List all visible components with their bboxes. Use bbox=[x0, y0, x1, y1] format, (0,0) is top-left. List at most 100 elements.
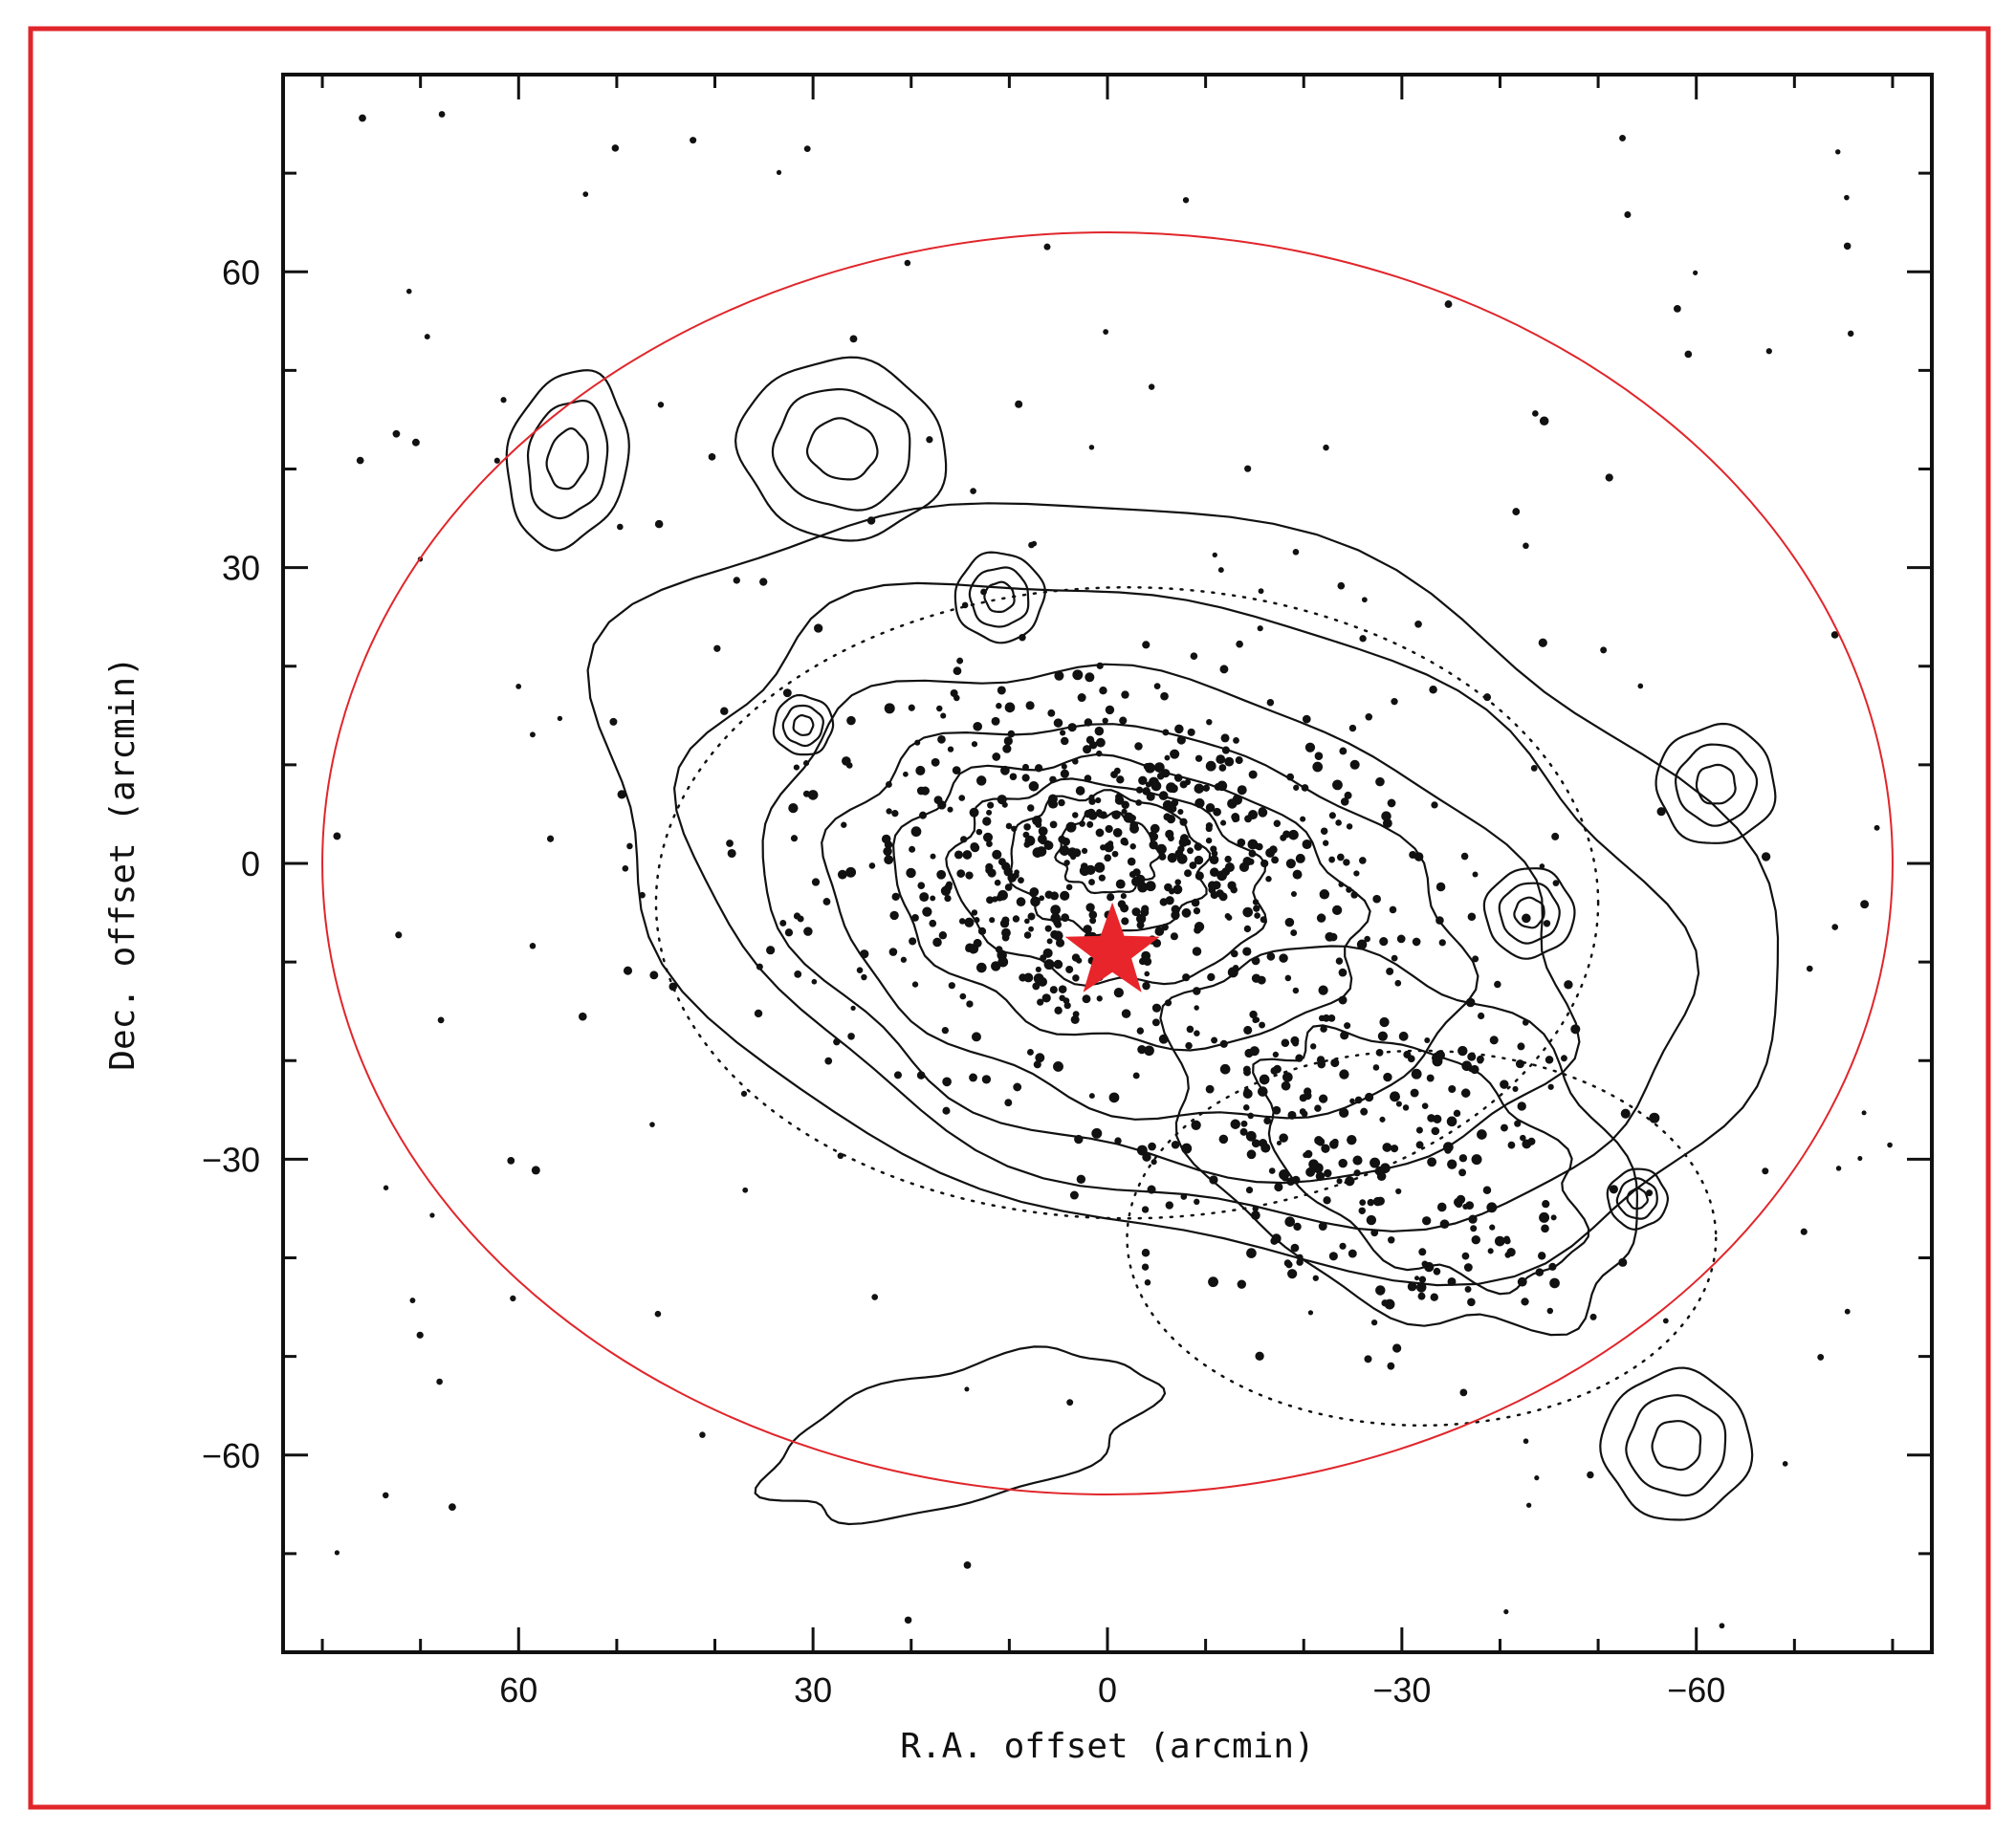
data-point bbox=[1099, 687, 1107, 695]
data-point bbox=[1219, 1063, 1231, 1075]
x-tick-label: −60 bbox=[1667, 1670, 1725, 1710]
data-point bbox=[1227, 798, 1238, 809]
data-point bbox=[713, 644, 721, 652]
data-point bbox=[960, 836, 968, 843]
data-point bbox=[1211, 1036, 1218, 1044]
data-point bbox=[1290, 1243, 1300, 1253]
data-point bbox=[1662, 1318, 1669, 1324]
data-point bbox=[1035, 966, 1041, 972]
data-point bbox=[1421, 1102, 1429, 1110]
data-point bbox=[1447, 1276, 1457, 1286]
data-point bbox=[1136, 1145, 1148, 1156]
data-point bbox=[1247, 1112, 1255, 1120]
data-point bbox=[1323, 444, 1329, 451]
data-point bbox=[1129, 870, 1136, 879]
red-star-marker bbox=[1064, 902, 1160, 992]
data-point bbox=[1180, 1193, 1188, 1200]
data-point bbox=[916, 1071, 926, 1080]
data-point bbox=[985, 862, 994, 871]
data-point bbox=[1375, 1196, 1385, 1206]
data-point bbox=[1119, 716, 1128, 725]
data-point bbox=[1111, 850, 1119, 858]
data-point bbox=[1173, 774, 1183, 782]
data-point bbox=[1038, 826, 1048, 837]
data-point bbox=[953, 666, 962, 676]
data-point bbox=[1379, 1016, 1390, 1028]
data-point bbox=[1174, 724, 1184, 734]
data-point bbox=[1330, 1058, 1340, 1068]
data-point bbox=[1253, 1016, 1260, 1023]
data-point bbox=[1467, 1065, 1475, 1073]
data-point bbox=[1302, 714, 1311, 724]
data-point bbox=[992, 752, 1001, 761]
data-point bbox=[1761, 852, 1771, 861]
data-point bbox=[1212, 552, 1217, 558]
data-point bbox=[991, 961, 1001, 971]
data-point bbox=[1359, 635, 1367, 643]
data-point bbox=[1507, 1141, 1516, 1149]
data-point bbox=[1247, 839, 1259, 850]
data-point bbox=[1398, 1031, 1409, 1041]
data-point bbox=[1194, 855, 1204, 865]
data-point bbox=[776, 169, 782, 175]
data-point bbox=[1285, 1260, 1293, 1269]
data-point bbox=[919, 892, 930, 903]
data-point bbox=[742, 1187, 749, 1193]
data-point bbox=[1468, 1214, 1478, 1224]
data-point bbox=[1176, 735, 1186, 745]
data-point bbox=[416, 1331, 424, 1339]
data-point bbox=[1447, 1159, 1457, 1169]
contour-line bbox=[792, 714, 815, 736]
contour-line bbox=[1625, 1394, 1727, 1497]
data-point bbox=[1291, 1175, 1301, 1185]
data-point bbox=[1194, 797, 1205, 809]
data-point bbox=[1857, 1156, 1863, 1162]
data-point bbox=[1096, 995, 1103, 1002]
data-point bbox=[989, 917, 996, 924]
data-point bbox=[1861, 1110, 1867, 1116]
x-axis-label: R.A. offset (arcmin) bbox=[900, 1727, 1314, 1766]
data-point bbox=[1512, 1085, 1519, 1092]
data-point bbox=[1365, 712, 1373, 721]
data-point bbox=[1011, 825, 1018, 832]
data-point bbox=[883, 846, 892, 857]
data-point bbox=[847, 1033, 855, 1040]
data-point bbox=[1299, 1108, 1306, 1115]
contour-line bbox=[1615, 1177, 1658, 1220]
data-point bbox=[1182, 973, 1191, 982]
data-point bbox=[1460, 1088, 1471, 1098]
data-point bbox=[1021, 774, 1030, 782]
data-point bbox=[991, 716, 1000, 726]
data-point bbox=[1477, 1129, 1487, 1140]
data-point bbox=[1208, 1276, 1218, 1288]
data-point bbox=[1142, 1152, 1151, 1162]
data-point bbox=[1014, 869, 1019, 876]
data-point bbox=[1224, 862, 1235, 873]
data-point bbox=[1148, 1142, 1156, 1151]
data-point bbox=[803, 927, 813, 936]
data-point bbox=[1471, 1154, 1482, 1166]
data-point bbox=[1396, 934, 1406, 944]
data-point bbox=[1719, 1623, 1725, 1629]
data-point bbox=[1314, 1136, 1324, 1145]
data-point bbox=[1467, 1052, 1477, 1061]
data-point bbox=[668, 982, 678, 992]
data-point bbox=[1266, 951, 1276, 961]
data-point bbox=[1216, 780, 1228, 792]
data-point bbox=[1135, 799, 1143, 806]
data-point bbox=[1001, 933, 1010, 942]
data-point bbox=[944, 894, 952, 903]
data-point bbox=[1421, 1260, 1429, 1268]
data-point bbox=[1194, 1030, 1200, 1036]
data-point bbox=[1534, 1475, 1540, 1481]
data-point bbox=[1084, 774, 1092, 782]
data-point bbox=[1339, 1107, 1349, 1118]
data-point bbox=[1059, 845, 1070, 856]
data-point bbox=[860, 949, 869, 959]
data-point bbox=[1389, 905, 1397, 914]
data-point bbox=[1290, 929, 1298, 937]
data-point bbox=[1684, 350, 1693, 359]
data-point bbox=[1390, 1145, 1399, 1153]
data-point bbox=[920, 786, 930, 796]
data-point bbox=[1165, 1201, 1174, 1210]
